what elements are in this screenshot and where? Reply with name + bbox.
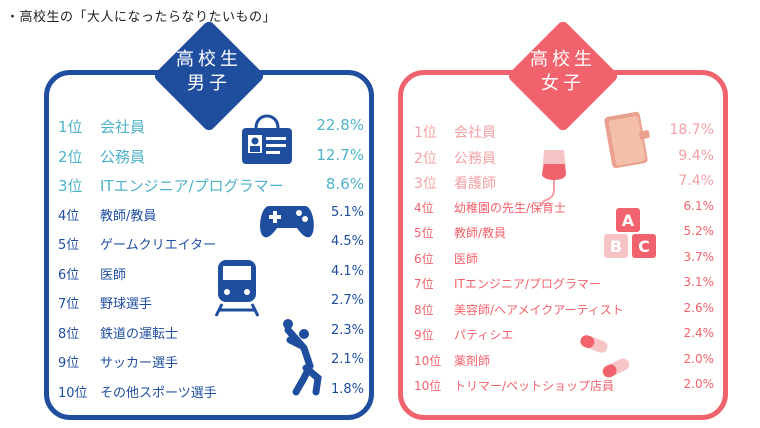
girls-badge-label: 高校生 女子: [530, 49, 596, 94]
percentage-value: 18.7%: [669, 122, 714, 138]
percentage-value: 1.8%: [330, 381, 364, 397]
svg-text:B: B: [610, 237, 622, 256]
percentage-value: 4.5%: [330, 234, 364, 249]
rank-label: 9位: [414, 328, 434, 342]
rank-label: 10位: [414, 353, 442, 368]
percentage-value: 2.4%: [683, 326, 715, 340]
id-badge-icon: [242, 114, 292, 164]
boys-rank-row: 4位 教師/教員 5.1%: [58, 205, 364, 235]
rank-label: 4位: [58, 208, 80, 224]
percentage-value: 5.2%: [683, 224, 715, 238]
rank-label: 7位: [414, 277, 434, 291]
job-name: ITエンジニア/プログラマー: [454, 277, 601, 291]
boys-rank-row: 2位 公務員 12.7%: [58, 146, 364, 176]
girls-rank-row: 9位 パティシエ 2.4%: [414, 326, 714, 352]
job-name: トリマー/ペットショップ店員: [454, 379, 615, 393]
percentage-value: 6.1%: [683, 198, 715, 213]
iv-drip-icon: [540, 150, 566, 207]
percentage-value: 2.7%: [330, 293, 364, 308]
rank-label: 3位: [58, 177, 83, 195]
boys-rank-row: 5位 ゲームクリエイター 4.5%: [58, 234, 364, 264]
basketball-player-icon: [283, 319, 322, 396]
girls-rank-row: 10位 トリマー/ペットショップ店員 2.0%: [414, 377, 714, 403]
percentage-value: 2.1%: [330, 352, 364, 367]
percentage-value: 5.1%: [330, 204, 364, 220]
job-name: 公務員: [100, 147, 146, 166]
percentage-value: 2.0%: [683, 377, 715, 391]
girls-rank-row: 6位 医師 3.7%: [414, 250, 714, 276]
abc-blocks-icon: A B C: [604, 208, 656, 258]
boys-badge-label: 高校生 男子: [176, 49, 242, 94]
boys-rank-row: 1位 会社員 22.8%: [58, 116, 364, 146]
boys-rank-row: 6位 医師 4.1%: [58, 264, 364, 294]
rank-label: 10位: [58, 385, 88, 401]
job-name: 医師: [100, 267, 127, 283]
job-name: 教師/教員: [100, 208, 157, 224]
percentage-value: 2.6%: [683, 300, 715, 315]
job-name: 幼稚園の先生/保育士: [454, 200, 567, 215]
rank-label: 5位: [414, 226, 434, 240]
notebook-icon: [604, 111, 650, 169]
girls-rank-row: 5位 教師/教員 5.2%: [414, 224, 714, 250]
girls-rank-row: 4位 幼稚園の先生/保育士 6.1%: [414, 199, 714, 225]
rank-label: 1位: [58, 118, 83, 136]
job-name: ゲームクリエイター: [100, 238, 217, 253]
girls-rank-row: 1位 会社員 18.7%: [414, 122, 714, 148]
rank-label: 6位: [58, 267, 80, 283]
rank-label: 8位: [58, 326, 80, 342]
boys-rank-row: 8位 鉄道の運転士 2.3%: [58, 323, 364, 353]
job-name: 野球選手: [100, 297, 153, 312]
svg-text:C: C: [638, 237, 650, 256]
percentage-value: 7.4%: [678, 173, 714, 189]
svg-text:A: A: [622, 211, 635, 230]
percentage-value: 22.8%: [316, 116, 364, 134]
job-name: 教師/教員: [454, 226, 507, 240]
rank-label: 6位: [414, 251, 434, 266]
percentage-value: 9.4%: [678, 147, 714, 164]
rank-label: 4位: [414, 200, 434, 215]
rank-label: 3位: [414, 176, 437, 192]
percentage-value: 8.6%: [325, 175, 364, 193]
percentage-value: 3.7%: [683, 249, 715, 264]
rank-label: 2位: [58, 147, 83, 166]
job-name: サッカー選手: [100, 356, 179, 371]
rank-label: 5位: [58, 238, 80, 253]
job-name: 鉄道の運転士: [100, 326, 179, 342]
girls-rank-row: 3位 看護師 7.4%: [414, 173, 714, 199]
girls-rank-row: 10位 薬剤師 2.0%: [414, 352, 714, 378]
job-name: 公務員: [454, 150, 496, 167]
boys-rank-row: 3位 ITエンジニア/プログラマー 8.6%: [58, 175, 364, 205]
girls-rank-row: 7位 ITエンジニア/プログラマー 3.1%: [414, 275, 714, 301]
boys-rank-row: 10位 その他スポーツ選手 1.8%: [58, 382, 364, 412]
job-name: パティシエ: [454, 328, 514, 342]
job-name: 会社員: [454, 125, 496, 141]
percentage-value: 4.1%: [330, 263, 364, 279]
rank-label: 2位: [414, 150, 437, 167]
rank-label: 10位: [414, 379, 442, 393]
job-name: 薬剤師: [454, 353, 491, 368]
job-name: 美容師/ヘアメイクアーティスト: [454, 302, 624, 317]
percentage-value: 12.7%: [316, 145, 364, 164]
page-heading: ・高校生の「大人になったらなりたいもの」: [6, 10, 277, 25]
job-name: 看護師: [454, 176, 496, 192]
girls-rank-row: 2位 公務員 9.4%: [414, 148, 714, 174]
rank-label: 8位: [414, 302, 434, 317]
pill-capsules-icon: [580, 335, 630, 378]
percentage-value: 2.0%: [683, 351, 715, 366]
boys-rank-row: 9位 サッカー選手 2.1%: [58, 352, 364, 382]
girls-rank-row: 8位 美容師/ヘアメイクアーティスト 2.6%: [414, 301, 714, 327]
job-name: 会社員: [100, 118, 146, 136]
job-name: ITエンジニア/プログラマー: [100, 177, 284, 195]
rank-label: 1位: [414, 125, 437, 141]
percentage-value: 2.3%: [330, 322, 364, 338]
job-name: 医師: [454, 251, 479, 266]
game-controller-icon: [260, 206, 314, 238]
rank-label: 7位: [58, 297, 80, 312]
job-name: その他スポーツ選手: [100, 385, 217, 401]
train-icon: [214, 260, 260, 317]
boys-rank-row: 7位 野球選手 2.7%: [58, 293, 364, 323]
rank-label: 9位: [58, 356, 80, 371]
percentage-value: 3.1%: [683, 275, 715, 289]
